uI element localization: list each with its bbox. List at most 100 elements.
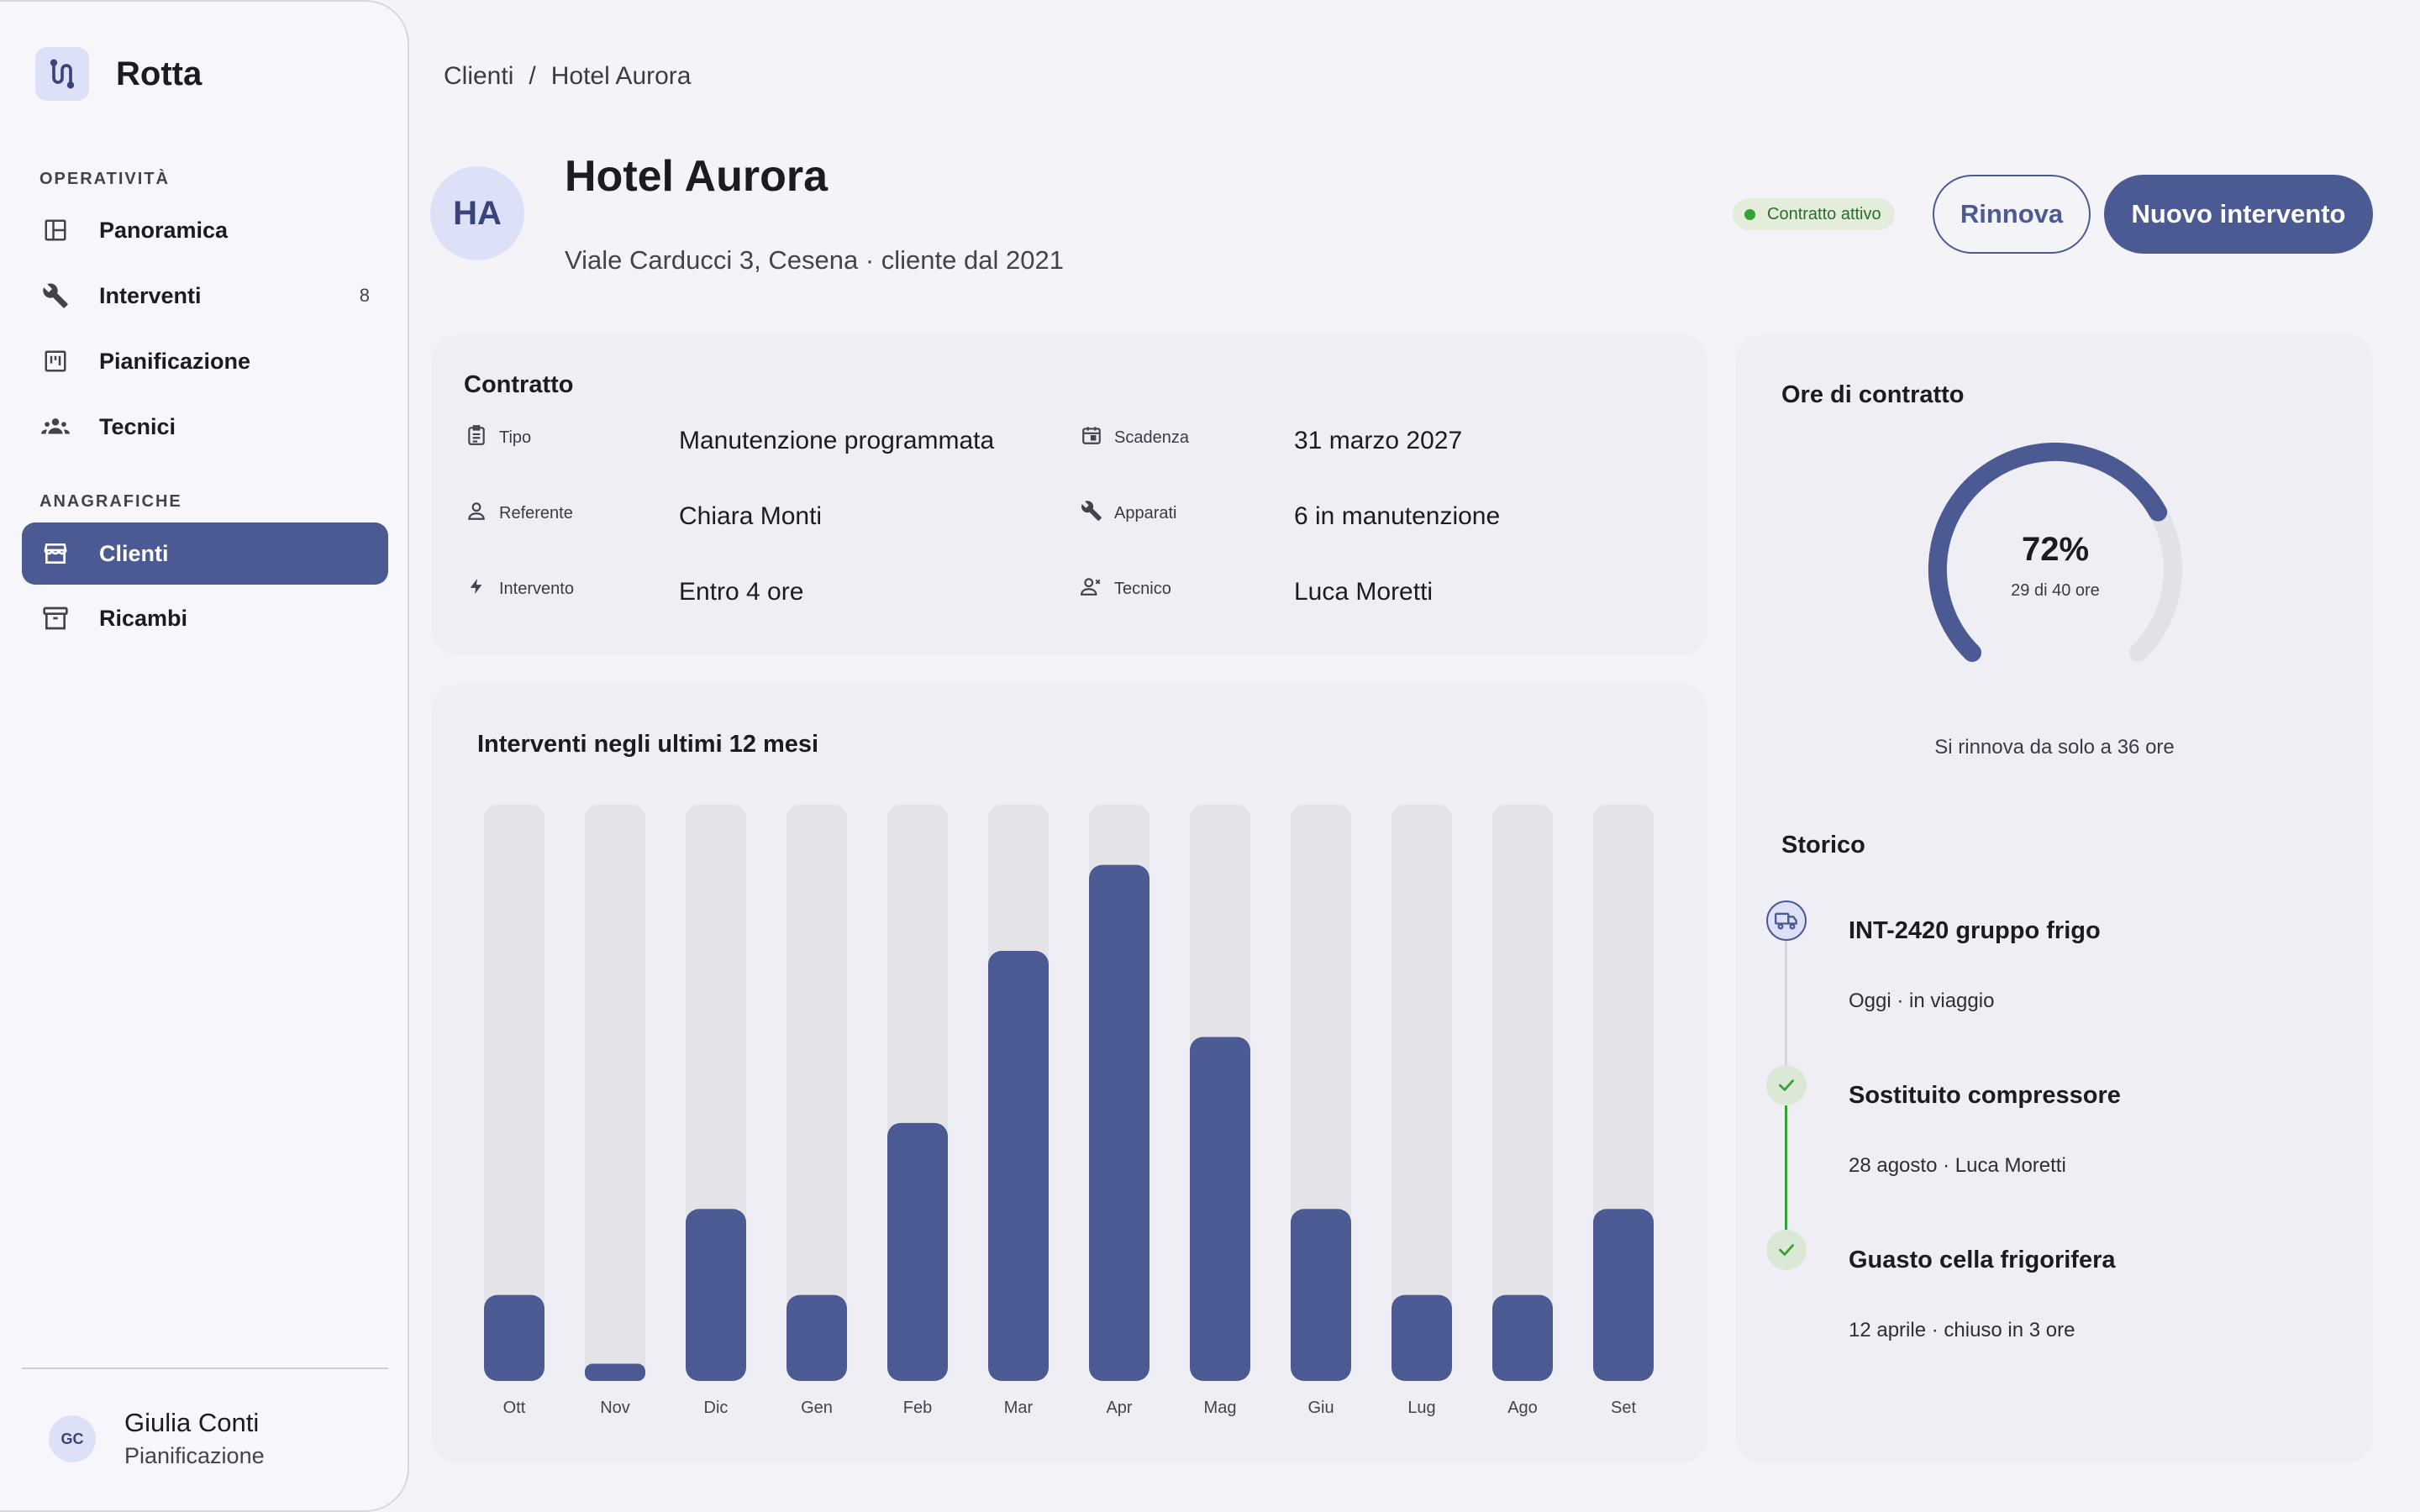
hours-title: Ore di contratto bbox=[1781, 381, 1965, 408]
contract-hours-card: Ore di contratto 72% 29 di 40 ore Si rin… bbox=[1736, 334, 2373, 1463]
user-name: Giulia Conti bbox=[124, 1408, 260, 1437]
bar-apr[interactable] bbox=[1089, 864, 1150, 1381]
bar-ago[interactable] bbox=[1492, 1294, 1553, 1381]
x-tick-label: Mag bbox=[1204, 1399, 1237, 1417]
field-value-scadenza: 31 marzo 2027 bbox=[1294, 427, 1463, 454]
field-label-tipo: Tipo bbox=[499, 428, 532, 447]
hours-percent: 72% bbox=[2021, 531, 2090, 568]
sidebar-item-label: Ricambi bbox=[99, 605, 188, 631]
brand[interactable]: Rotta bbox=[35, 47, 202, 101]
field-value-tecnico: Luca Moretti bbox=[1294, 578, 1434, 606]
x-tick-label: Set bbox=[1611, 1399, 1636, 1417]
archive-icon bbox=[40, 603, 71, 633]
bar-track bbox=[585, 805, 645, 1381]
history-item-title[interactable]: INT-2420 gruppo frigo bbox=[1849, 917, 2101, 944]
sidebar-item-interventi[interactable]: Interventi 8 bbox=[22, 265, 388, 327]
renew-button[interactable]: Rinnova bbox=[1933, 175, 2091, 254]
client-avatar: HA bbox=[430, 166, 524, 260]
sidebar-item-clienti[interactable]: Clienti bbox=[22, 522, 388, 585]
hours-renew-note: Si rinnova da solo a 36 ore bbox=[1934, 736, 2175, 759]
bar-feb[interactable] bbox=[887, 1122, 948, 1381]
gauge-fill bbox=[1928, 442, 2168, 662]
clipboard-icon bbox=[464, 423, 489, 448]
field-label-apparati: Apparati bbox=[1114, 504, 1177, 522]
history-item-title[interactable]: Guasto cella frigorifera bbox=[1849, 1247, 2116, 1273]
bar-track bbox=[1392, 805, 1452, 1381]
bolt-icon bbox=[464, 574, 489, 599]
bar-mar[interactable] bbox=[988, 951, 1049, 1381]
field-value-intervento: Entro 4 ore bbox=[679, 578, 804, 606]
bar-nov[interactable] bbox=[585, 1363, 645, 1381]
bar-dic[interactable] bbox=[686, 1209, 746, 1381]
section-label-anagrafiche: ANAGRAFICHE bbox=[39, 492, 182, 511]
sidebar-item-label: Panoramica bbox=[99, 217, 229, 243]
bar-gen[interactable] bbox=[786, 1294, 847, 1381]
contract-title: Contratto bbox=[464, 371, 574, 398]
gauge-svg bbox=[1928, 442, 2182, 662]
x-tick-label: Lug bbox=[1407, 1399, 1435, 1417]
technician-icon bbox=[1079, 574, 1104, 599]
person-icon bbox=[464, 498, 489, 523]
sidebar-item-label: Tecnici bbox=[99, 413, 176, 439]
app-name: Rotta bbox=[116, 55, 203, 92]
bar-track bbox=[786, 805, 847, 1381]
x-tick-label: Giu bbox=[1307, 1399, 1334, 1417]
bar-ott[interactable] bbox=[484, 1294, 544, 1381]
sidebar-item-pianificazione[interactable]: Pianificazione bbox=[22, 330, 388, 392]
contract-card: Contratto Tipo Manutenzione programmata … bbox=[432, 334, 1707, 655]
count-badge: 8 bbox=[359, 285, 370, 306]
hours-gauge: 72% 29 di 40 ore bbox=[1921, 435, 2190, 704]
sidebar-item-tecnici[interactable]: Tecnici bbox=[22, 396, 388, 458]
x-tick-label: Nov bbox=[600, 1399, 630, 1417]
sidebar-item-label: Clienti bbox=[99, 540, 169, 566]
calendar-icon bbox=[1079, 423, 1104, 448]
field-label-referente: Referente bbox=[499, 504, 573, 522]
history-item-meta: 28 agosto · Luca Moretti bbox=[1849, 1154, 2066, 1177]
field-value-referente: Chiara Monti bbox=[679, 502, 823, 530]
new-intervention-button[interactable]: Nuovo intervento bbox=[2104, 175, 2373, 254]
wrench-icon bbox=[1079, 498, 1104, 523]
dashboard-icon bbox=[40, 215, 71, 245]
avatar: GC bbox=[49, 1415, 96, 1462]
status-badge: Contratto attivo bbox=[1733, 198, 1895, 230]
bar-track bbox=[484, 805, 544, 1381]
user-profile[interactable]: GC Giulia Conti Pianificazione bbox=[49, 1406, 265, 1472]
hours-detail: 29 di 40 ore bbox=[2011, 581, 2100, 600]
check-icon bbox=[1766, 1230, 1807, 1270]
check-icon bbox=[1766, 1065, 1807, 1105]
status-label: Contratto attivo bbox=[1767, 204, 1881, 223]
bar-lug[interactable] bbox=[1392, 1294, 1452, 1381]
history-title: Storico bbox=[1781, 832, 1865, 858]
x-tick-label: Mar bbox=[1004, 1399, 1034, 1417]
x-tick-label: Ott bbox=[503, 1399, 526, 1417]
x-tick-label: Apr bbox=[1106, 1399, 1132, 1417]
breadcrumb-parent[interactable]: Clienti bbox=[444, 62, 514, 90]
user-role: Pianificazione bbox=[124, 1443, 265, 1468]
x-tick-label: Ago bbox=[1507, 1399, 1538, 1417]
field-label-intervento: Intervento bbox=[499, 580, 574, 598]
x-tick-label: Gen bbox=[801, 1399, 833, 1417]
timeline-connector bbox=[1785, 941, 1787, 1068]
interventions-chart-card: Interventi negli ultimi 12 mesi Ott Nov Di… bbox=[432, 684, 1707, 1463]
breadcrumb: Clienti / Hotel Aurora bbox=[444, 62, 691, 91]
breadcrumb-current: Hotel Aurora bbox=[550, 62, 692, 90]
wrench-icon bbox=[40, 281, 71, 311]
truck-icon bbox=[1766, 900, 1807, 941]
field-value-tipo: Manutenzione programmata bbox=[679, 427, 995, 454]
sidebar-item-label: Pianificazione bbox=[99, 348, 251, 374]
people-icon bbox=[40, 412, 71, 442]
timeline-connector bbox=[1785, 1105, 1787, 1231]
history-item-title[interactable]: Sostituito compressore bbox=[1849, 1082, 2121, 1109]
sidebar-item-ricambi[interactable]: Ricambi bbox=[22, 587, 388, 649]
sidebar-item-panoramica[interactable]: Panoramica bbox=[22, 199, 388, 261]
history-item-meta: 12 aprile · chiuso in 3 ore bbox=[1849, 1319, 2075, 1341]
bar-giu[interactable] bbox=[1291, 1209, 1351, 1381]
sidebar-divider bbox=[22, 1368, 388, 1369]
sidebar: Rotta OPERATIVITÀ Panoramica Interventi … bbox=[0, 0, 409, 1512]
x-tick-label: Feb bbox=[903, 1399, 932, 1417]
bar-set[interactable] bbox=[1593, 1209, 1654, 1381]
bar-track bbox=[1492, 805, 1553, 1381]
route-logo-icon bbox=[35, 47, 89, 101]
status-dot-icon bbox=[1744, 208, 1755, 220]
bar-mag[interactable] bbox=[1190, 1037, 1250, 1381]
